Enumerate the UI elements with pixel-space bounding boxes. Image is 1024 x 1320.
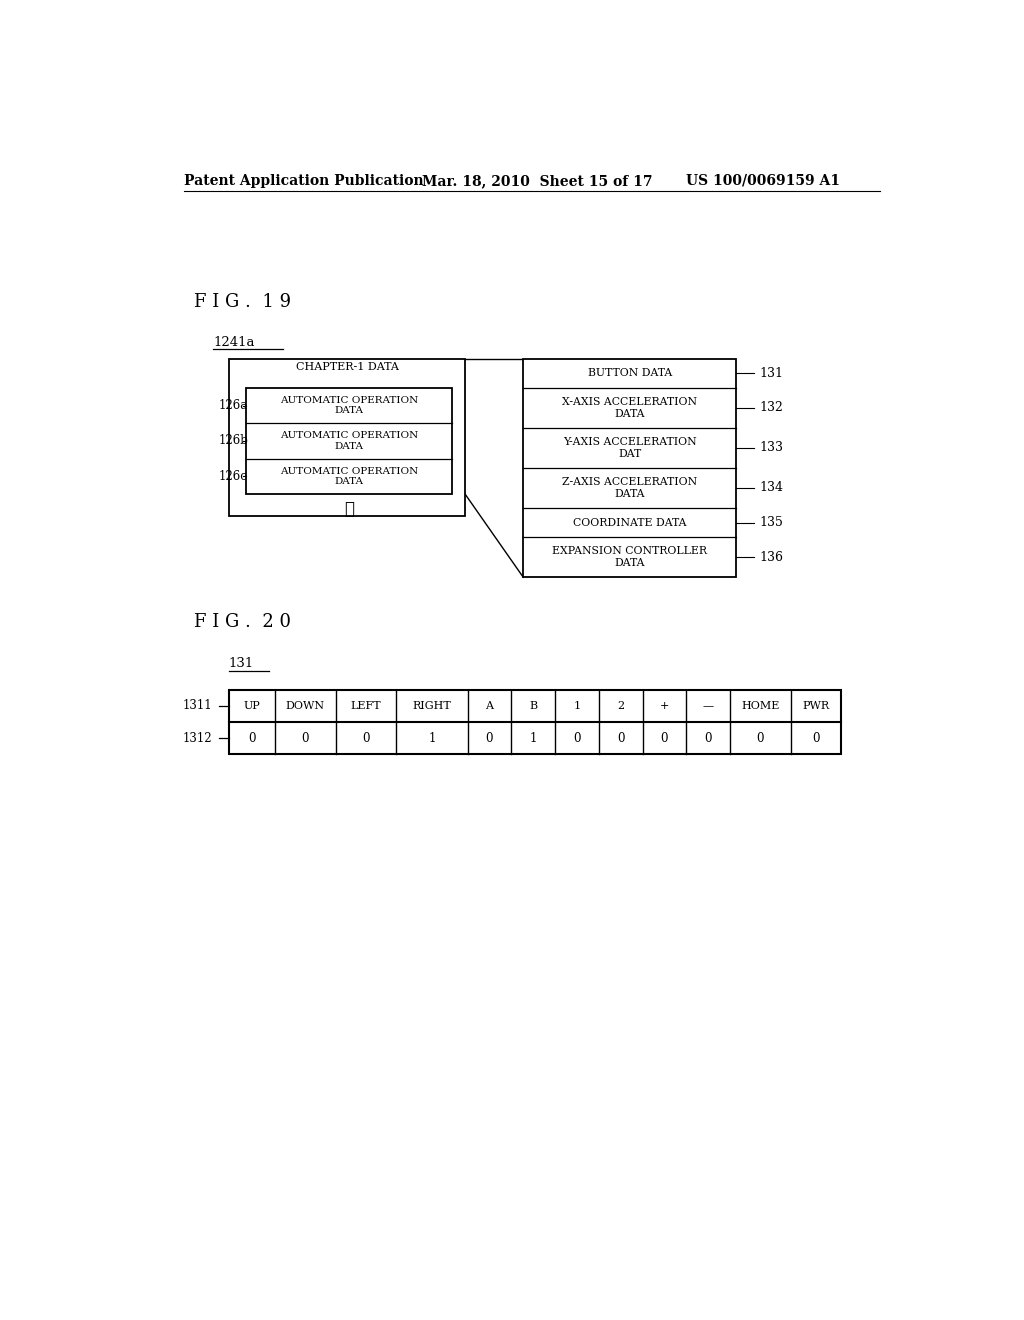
Text: HOME: HOME bbox=[741, 701, 779, 711]
Text: ⋮: ⋮ bbox=[344, 502, 354, 517]
Text: 134: 134 bbox=[760, 482, 783, 495]
Text: 1311: 1311 bbox=[182, 700, 212, 713]
Text: UP: UP bbox=[244, 701, 260, 711]
Text: 132: 132 bbox=[760, 401, 783, 414]
Text: PWR: PWR bbox=[802, 701, 829, 711]
Text: 1: 1 bbox=[529, 731, 537, 744]
Text: AUTOMATIC OPERATION
DATA: AUTOMATIC OPERATION DATA bbox=[280, 467, 418, 486]
Text: 0: 0 bbox=[757, 731, 764, 744]
Text: 126c: 126c bbox=[219, 470, 248, 483]
Text: 1: 1 bbox=[428, 731, 435, 744]
Text: 0: 0 bbox=[248, 731, 256, 744]
Text: 1: 1 bbox=[573, 701, 581, 711]
Bar bbox=[228, 690, 841, 755]
Text: AUTOMATIC OPERATION
DATA: AUTOMATIC OPERATION DATA bbox=[280, 432, 418, 450]
Text: 0: 0 bbox=[812, 731, 819, 744]
Text: 0: 0 bbox=[705, 731, 712, 744]
Text: AUTOMATIC OPERATION
DATA: AUTOMATIC OPERATION DATA bbox=[280, 396, 418, 416]
Text: 0: 0 bbox=[616, 731, 625, 744]
Text: 0: 0 bbox=[485, 731, 494, 744]
Text: 0: 0 bbox=[362, 731, 370, 744]
Text: DOWN: DOWN bbox=[286, 701, 325, 711]
Text: 133: 133 bbox=[760, 441, 783, 454]
Text: X-AXIS ACCELERATION
DATA: X-AXIS ACCELERATION DATA bbox=[562, 397, 697, 418]
Text: Z-AXIS ACCELERATION
DATA: Z-AXIS ACCELERATION DATA bbox=[562, 477, 697, 499]
Text: RIGHT: RIGHT bbox=[413, 701, 452, 711]
Text: COORDINATE DATA: COORDINATE DATA bbox=[573, 517, 686, 528]
Text: 136: 136 bbox=[760, 550, 783, 564]
Text: —: — bbox=[702, 701, 714, 711]
Text: Mar. 18, 2010  Sheet 15 of 17: Mar. 18, 2010 Sheet 15 of 17 bbox=[423, 174, 653, 187]
Text: 126b: 126b bbox=[219, 434, 249, 447]
Text: F I G .  1 9: F I G . 1 9 bbox=[194, 293, 291, 312]
Text: 135: 135 bbox=[760, 516, 783, 529]
Text: A: A bbox=[485, 701, 494, 711]
Text: Patent Application Publication: Patent Application Publication bbox=[183, 174, 424, 187]
Text: 126a: 126a bbox=[219, 399, 248, 412]
Text: B: B bbox=[529, 701, 538, 711]
Text: 1312: 1312 bbox=[182, 731, 212, 744]
Text: 2: 2 bbox=[617, 701, 625, 711]
Text: 1241a: 1241a bbox=[213, 335, 255, 348]
Bar bbox=[228, 359, 465, 516]
Text: 0: 0 bbox=[660, 731, 668, 744]
Bar bbox=[246, 388, 452, 494]
Text: 131: 131 bbox=[228, 657, 254, 671]
Text: F I G .  2 0: F I G . 2 0 bbox=[194, 612, 291, 631]
Bar bbox=[523, 359, 736, 577]
Text: CHAPTER-1 DATA: CHAPTER-1 DATA bbox=[296, 363, 398, 372]
Text: 0: 0 bbox=[301, 731, 309, 744]
Text: LEFT: LEFT bbox=[350, 701, 381, 711]
Text: US 100/0069159 A1: US 100/0069159 A1 bbox=[686, 174, 840, 187]
Text: EXPANSION CONTROLLER
DATA: EXPANSION CONTROLLER DATA bbox=[552, 546, 708, 568]
Text: BUTTON DATA: BUTTON DATA bbox=[588, 368, 672, 379]
Text: +: + bbox=[659, 701, 669, 711]
Text: 131: 131 bbox=[760, 367, 783, 380]
Text: 0: 0 bbox=[573, 731, 581, 744]
Text: Y-AXIS ACCELERATION
DAT: Y-AXIS ACCELERATION DAT bbox=[563, 437, 696, 459]
